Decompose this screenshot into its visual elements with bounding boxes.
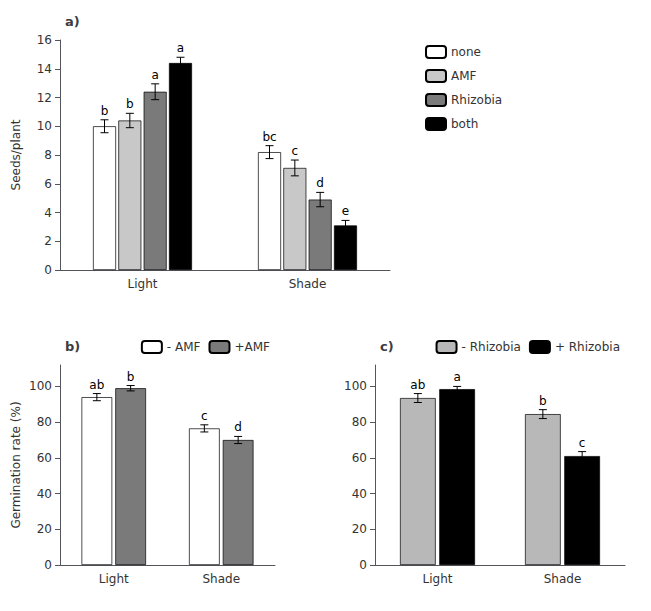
svg-text:Rhizobia: Rhizobia <box>451 93 502 107</box>
svg-text:60: 60 <box>352 451 367 465</box>
svg-text:d: d <box>234 420 242 434</box>
svg-text:40: 40 <box>37 487 52 501</box>
svg-text:Light: Light <box>128 277 158 291</box>
svg-text:0: 0 <box>44 263 52 277</box>
svg-text:0: 0 <box>44 558 52 572</box>
svg-text:Shade: Shade <box>544 572 582 586</box>
svg-text:ab: ab <box>410 378 425 392</box>
svg-text:AMF: AMF <box>451 69 477 83</box>
svg-text:20: 20 <box>352 522 367 536</box>
svg-text:60: 60 <box>37 451 52 465</box>
svg-text:+ Rhizobia: + Rhizobia <box>555 340 620 354</box>
svg-text:a): a) <box>65 14 80 29</box>
svg-text:Shade: Shade <box>289 277 327 291</box>
svg-text:8: 8 <box>44 148 52 162</box>
svg-text:Light: Light <box>99 572 129 586</box>
svg-text:0: 0 <box>359 558 367 572</box>
svg-text:c: c <box>292 144 299 158</box>
svg-text:100: 100 <box>344 379 367 393</box>
svg-text:b): b) <box>65 339 80 354</box>
svg-text:a: a <box>151 68 158 82</box>
svg-text:2: 2 <box>44 234 52 248</box>
svg-text:b: b <box>539 394 547 408</box>
svg-text:- Rhizobia: - Rhizobia <box>462 340 521 354</box>
svg-text:none: none <box>451 45 481 59</box>
svg-text:c: c <box>579 436 586 450</box>
svg-text:d: d <box>316 176 324 190</box>
svg-text:b: b <box>127 370 135 384</box>
svg-text:bc: bc <box>262 130 276 144</box>
svg-text:Germination rate (%): Germination rate (%) <box>9 401 23 528</box>
svg-text:14: 14 <box>37 62 52 76</box>
svg-text:a: a <box>177 41 184 55</box>
svg-text:Seeds/plant: Seeds/plant <box>9 119 23 190</box>
svg-text:e: e <box>342 204 349 218</box>
svg-text:6: 6 <box>44 177 52 191</box>
svg-text:80: 80 <box>37 415 52 429</box>
svg-text:a: a <box>453 370 460 384</box>
svg-text:4: 4 <box>44 206 52 220</box>
svg-text:100: 100 <box>29 379 52 393</box>
svg-text:12: 12 <box>37 91 52 105</box>
svg-text:c): c) <box>380 339 394 354</box>
svg-text:16: 16 <box>37 33 52 47</box>
svg-text:40: 40 <box>352 487 367 501</box>
svg-text:b: b <box>126 97 134 111</box>
svg-text:b: b <box>101 104 109 118</box>
svg-text:- AMF: - AMF <box>167 340 201 354</box>
svg-text:20: 20 <box>37 522 52 536</box>
svg-text:c: c <box>201 409 208 423</box>
svg-text:Shade: Shade <box>202 572 240 586</box>
svg-text:ab: ab <box>89 378 104 392</box>
svg-text:80: 80 <box>352 415 367 429</box>
svg-text:10: 10 <box>37 119 52 133</box>
svg-text:+AMF: +AMF <box>234 340 270 354</box>
svg-text:both: both <box>451 117 478 131</box>
svg-text:Light: Light <box>423 572 453 586</box>
